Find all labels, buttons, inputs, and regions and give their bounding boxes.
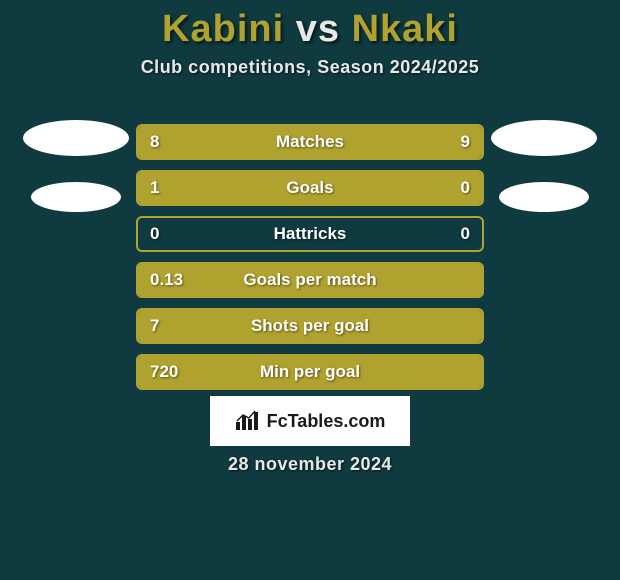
brand-box: FcTables.com [210, 396, 410, 446]
stat-label: Shots per goal [138, 310, 482, 342]
stat-bars: 8Matches91Goals00Hattricks00.13Goals per… [136, 112, 484, 390]
stat-right-value: 0 [461, 172, 470, 204]
stat-bar: 720Min per goal [136, 354, 484, 390]
stat-label: Hattricks [138, 218, 482, 250]
title-player1: Kabini [162, 8, 284, 50]
stat-right-value: 9 [461, 126, 470, 158]
page-title: Kabini vs Nkaki [0, 0, 620, 51]
stat-bar: 0.13Goals per match [136, 262, 484, 298]
stat-label: Matches [138, 126, 482, 158]
stat-label: Goals per match [138, 264, 482, 296]
date-text: 28 november 2024 [0, 454, 620, 475]
stat-label: Goals [138, 172, 482, 204]
bar-chart-icon [235, 410, 261, 432]
stat-bar: 7Shots per goal [136, 308, 484, 344]
stat-bar: 0Hattricks0 [136, 216, 484, 252]
left-side-shapes [16, 112, 136, 238]
title-player2: Nkaki [352, 8, 458, 50]
subtitle: Club competitions, Season 2024/2025 [0, 57, 620, 78]
brand-text: FcTables.com [267, 411, 386, 432]
player2-ellipse-small [499, 182, 589, 212]
title-vs: vs [296, 8, 340, 50]
right-side-shapes [484, 112, 604, 238]
player2-ellipse-large [491, 120, 597, 156]
stat-bar: 1Goals0 [136, 170, 484, 206]
stat-bar: 8Matches9 [136, 124, 484, 160]
comparison-infographic: Kabini vs Nkaki Club competitions, Seaso… [0, 0, 620, 580]
stat-label: Min per goal [138, 356, 482, 388]
stat-right-value: 0 [461, 218, 470, 250]
content-row: 8Matches91Goals00Hattricks00.13Goals per… [0, 112, 620, 390]
player1-ellipse-small [31, 182, 121, 212]
player1-ellipse-large [23, 120, 129, 156]
